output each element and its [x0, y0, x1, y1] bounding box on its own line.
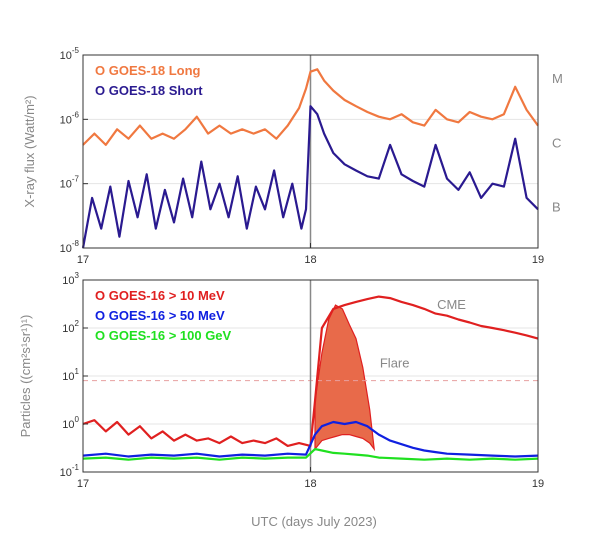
legend-entry-1: O GOES-18 Long: [95, 63, 201, 78]
x-tick-label: 19: [532, 254, 544, 266]
y-tick-exponent: -1: [72, 463, 80, 472]
y-tick-exponent: 3: [75, 271, 80, 280]
y-tick-label: 102: [62, 319, 79, 335]
y-tick-base: 10: [60, 179, 72, 191]
y-tick-label: 10-7: [60, 175, 80, 191]
y-tick-base: 10: [62, 323, 74, 335]
x-tick-label: 19: [532, 478, 544, 490]
y-tick-label: 101: [62, 367, 79, 383]
y-tick-label: 10-6: [60, 110, 80, 126]
xray-flux-panel: 10-810-710-610-517 18 19X-ray flux (Watt/m…: [22, 46, 563, 266]
y-tick-label: 100: [62, 415, 79, 431]
y-axis-label: X-ray flux (Watt/m²): [22, 95, 37, 207]
legend-entry-1: O GOES-16 > 10 MeV: [95, 288, 225, 303]
y-tick-base: 10: [60, 467, 72, 479]
series-line-1: [82, 295, 539, 447]
x-tick-label: 17: [77, 478, 89, 490]
annotation-flare: Flare: [380, 356, 410, 371]
y-tick-exponent: -7: [72, 175, 80, 184]
series-line-2: [81, 105, 539, 249]
y-tick-base: 10: [60, 114, 72, 126]
y-axis-label: Particles ((cm²s¹sr¹)¹): [18, 315, 33, 438]
x-axis-label: UTC (days July 2023): [251, 514, 377, 529]
y-tick-exponent: -8: [72, 239, 80, 248]
y-tick-exponent: 1: [75, 367, 80, 376]
legend-entry-2: O GOES-16 > 50 MeV: [95, 308, 225, 323]
flare-class-label: C: [552, 135, 561, 150]
y-tick-label: 103: [62, 271, 79, 287]
y-tick-base: 10: [60, 243, 72, 255]
annotation-cme: CME: [437, 297, 466, 312]
y-tick-label: 10-8: [60, 239, 80, 255]
flare-class-label: B: [552, 200, 561, 215]
flare-region: [314, 304, 376, 452]
y-tick-exponent: -5: [72, 46, 80, 55]
series-line-1: [82, 68, 539, 146]
y-tick-base: 10: [62, 371, 74, 383]
y-tick-label: 10-1: [60, 463, 80, 479]
y-tick-exponent: -6: [72, 110, 80, 119]
y-tick-base: 10: [62, 419, 74, 431]
x-tick-label: 18: [304, 254, 316, 266]
x-tick-label: 17: [77, 254, 89, 266]
y-tick-exponent: 2: [75, 319, 80, 328]
series-line-3: [82, 448, 539, 461]
y-tick-base: 10: [62, 275, 74, 287]
legend-entry-3: O GOES-16 > 100 GeV: [95, 328, 232, 343]
y-tick-label: 10-5: [60, 46, 80, 62]
x-tick-label: 18: [304, 478, 316, 490]
series-line-2: [82, 420, 539, 458]
flare-class-label: M: [552, 71, 563, 86]
y-tick-base: 10: [60, 50, 72, 62]
legend-entry-2: O GOES-18 Short: [95, 83, 203, 98]
y-tick-exponent: 0: [75, 415, 80, 424]
